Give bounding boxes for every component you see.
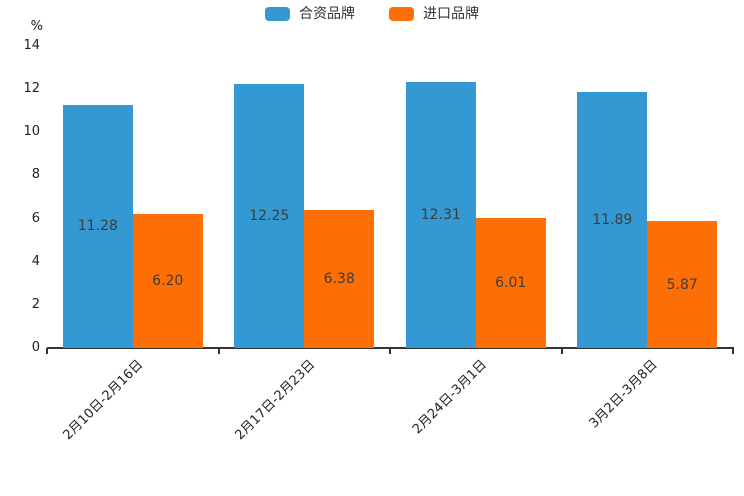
x-axis-tick [389, 348, 391, 354]
y-axis-tick-label: 2 [31, 296, 40, 312]
y-axis-unit-label: % [30, 19, 43, 34]
bar-imported-0: 6.20 [132, 214, 203, 348]
bar-value-label: 11.28 [77, 218, 118, 235]
legend-label: 进口品牌 [423, 6, 479, 22]
bar-value-label: 6.38 [323, 271, 355, 288]
bar-imported-3: 5.87 [647, 221, 718, 348]
y-axis-tick-label: 4 [31, 253, 40, 269]
bar-value-label: 6.20 [152, 273, 184, 290]
bar-joint-venture-0: 11.28 [62, 104, 133, 348]
chart-legend: 合资品牌 进口品牌 [0, 7, 744, 21]
x-axis-category-label: 2月24日-3月1日 [409, 357, 490, 438]
y-axis-tick-label: 0 [31, 340, 40, 355]
legend-swatch-icon [389, 7, 414, 21]
bar-value-label: 12.31 [420, 207, 461, 224]
legend-item-imported[interactable]: 进口品牌 [389, 7, 479, 21]
y-axis-tick-label: 14 [23, 38, 40, 53]
bar-imported-1: 6.38 [304, 210, 375, 348]
y-axis-tick-label: 10 [23, 124, 40, 140]
bar-value-label: 5.87 [666, 276, 698, 293]
y-axis-tick-label: 6 [31, 210, 40, 226]
x-axis-tick [46, 348, 48, 354]
bar-joint-venture-2: 12.31 [405, 82, 476, 348]
legend-item-joint-venture[interactable]: 合资品牌 [265, 7, 355, 21]
bar-value-label: 12.25 [249, 207, 290, 224]
y-axis-tick-label: 8 [31, 167, 40, 183]
x-axis-category-label: 2月17日-2月23日 [232, 357, 319, 444]
bar-joint-venture-3: 11.89 [577, 91, 648, 348]
bar-value-label: 11.89 [592, 211, 633, 228]
legend-swatch-icon [265, 7, 290, 21]
bar-joint-venture-1: 12.25 [234, 83, 305, 348]
x-axis-category-label: 3月2日-3月8日 [587, 357, 662, 432]
bar-value-label: 6.01 [495, 275, 527, 292]
x-axis-tick [560, 348, 563, 354]
y-axis-tick-label: 12 [23, 81, 40, 97]
legend-label: 合资品牌 [299, 6, 355, 22]
x-axis-tick [217, 348, 220, 354]
bar-imported-2: 6.01 [475, 218, 546, 348]
x-axis-category-label: 2月10日-2月16日 [60, 357, 147, 444]
x-axis-tick [732, 348, 734, 354]
